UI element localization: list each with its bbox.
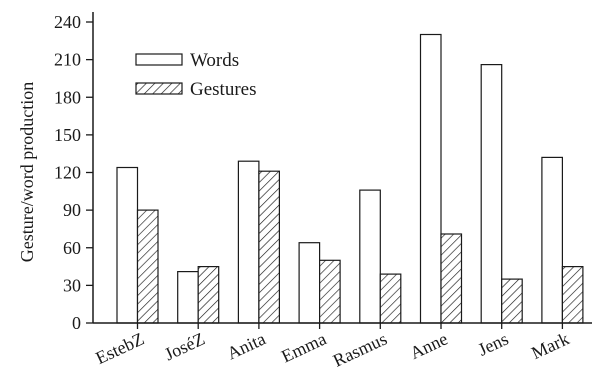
y-tick-label: 90 [63,200,81,220]
bar-words-joséz [177,271,199,324]
bar-gestures-mark [561,266,584,324]
bar-gestures-emma [319,259,341,324]
x-category-label-estebz: EstebZ [93,328,148,368]
bar-gestures-jens [501,278,523,324]
x-category-label-anita: Anita [224,328,269,363]
x-category-label-anne: Anne [407,328,451,363]
bar-words-anne [419,33,442,324]
bar-words-rasmus [359,189,381,324]
x-category-label-joséz: JoséZ [161,328,208,364]
y-axis-label: Gesture/word production [17,82,37,262]
y-tick-label: 240 [54,12,81,32]
bar-words-emma [298,242,321,324]
bar-words-anita [237,160,260,324]
y-tick-label: 120 [54,163,81,183]
legend-swatch-words [135,53,183,66]
bar-gestures-joséz [197,266,220,324]
y-tick-label: 180 [54,87,81,107]
bars-group [116,33,584,324]
y-tick-label: 0 [72,313,81,333]
bar-words-jens [480,63,503,324]
legend: Words Gestures [135,50,256,100]
legend-label-words: Words [190,50,239,71]
y-tick-label: 60 [63,238,81,258]
legend-swatch-gestures [135,82,183,95]
bar-gestures-anita [258,170,280,324]
x-axis-ticks: EstebZ JoséZ Anita Emma Rasmus Anne Jens Mark [93,323,572,371]
bar-gestures-estebz [136,209,159,324]
y-axis-ticks: 0 30 60 90 120 150 180 210 240 [54,12,93,333]
y-tick-label: 30 [63,275,81,295]
bar-words-mark [541,156,564,324]
y-tick-label: 150 [54,125,81,145]
bar-words-estebz [116,166,139,324]
x-category-label-emma: Emma [278,328,329,366]
x-category-label-mark: Mark [528,328,572,363]
bar-gestures-rasmus [379,273,402,324]
x-category-label-jens: Jens [475,328,512,359]
x-category-label-rasmus: Rasmus [330,328,390,370]
y-tick-label: 210 [54,50,81,70]
legend-label-gestures: Gestures [190,79,256,100]
bar-gestures-anne [440,233,463,324]
